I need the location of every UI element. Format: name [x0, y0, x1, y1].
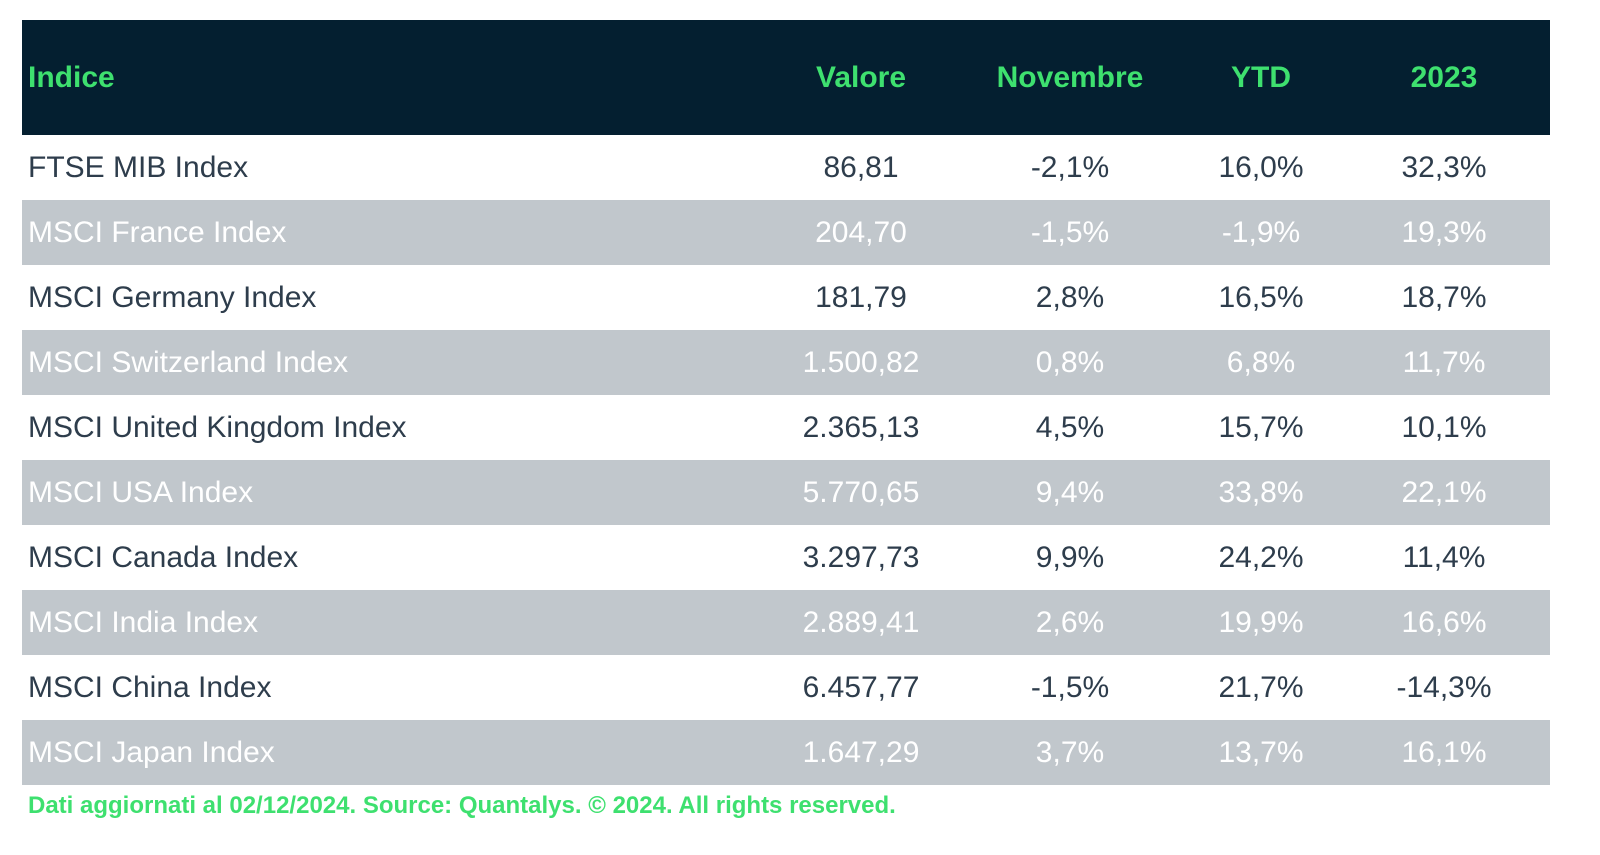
- cell-novembre: -1,5%: [1030, 215, 1110, 249]
- table-row: FTSE MIB Index 86,81 -2,1% 16,0% 32,3%: [22, 135, 1550, 200]
- header-valore: Valore: [815, 60, 907, 94]
- table-row: MSCI USA Index 5.770,65 9,4% 33,8% 22,1%: [22, 460, 1550, 525]
- header-novembre: Novembre: [996, 60, 1144, 94]
- cell-2023: 16,1%: [1401, 735, 1487, 769]
- cell-indice: MSCI Switzerland Index: [28, 345, 349, 379]
- cell-valore: 86,81: [823, 150, 899, 184]
- cell-2023: -14,3%: [1396, 670, 1492, 704]
- cell-novembre: 3,7%: [1035, 735, 1105, 769]
- table-row: MSCI Germany Index 181,79 2,8% 16,5% 18,7%: [22, 265, 1550, 330]
- cell-ytd: -1,9%: [1221, 215, 1301, 249]
- table-header-row: Indice Valore Novembre YTD 2023: [22, 20, 1550, 135]
- table-row: MSCI China Index 6.457,77 -1,5% 21,7% -14,3%: [22, 655, 1550, 720]
- table-row: MSCI United Kingdom Index 2.365,13 4,5% 15,…: [22, 395, 1550, 460]
- cell-ytd: 19,9%: [1218, 605, 1304, 639]
- footnote: Dati aggiornati al 02/12/2024. Source: Q…: [28, 792, 896, 819]
- cell-2023: 22,1%: [1401, 475, 1487, 509]
- table-row: MSCI India Index 2.889,41 2,6% 19,9% 16,6%: [22, 590, 1550, 655]
- cell-2023: 32,3%: [1401, 150, 1487, 184]
- cell-valore: 5.770,65: [802, 475, 920, 509]
- cell-valore: 2.889,41: [802, 605, 920, 639]
- cell-valore: 181,79: [815, 280, 907, 314]
- cell-valore: 204,70: [815, 215, 907, 249]
- cell-novembre: 0,8%: [1035, 345, 1105, 379]
- index-performance-table: Indice Valore Novembre YTD 2023 FTSE MIB…: [22, 20, 1550, 785]
- cell-2023: 11,4%: [1402, 540, 1486, 574]
- cell-novembre: 9,4%: [1035, 475, 1105, 509]
- cell-indice: MSCI China Index: [28, 670, 272, 704]
- cell-ytd: 13,7%: [1218, 735, 1304, 769]
- cell-indice: MSCI Germany Index: [28, 280, 317, 314]
- cell-2023: 18,7%: [1401, 280, 1487, 314]
- cell-novembre: 2,6%: [1035, 605, 1105, 639]
- header-2023: 2023: [1410, 60, 1478, 94]
- cell-ytd: 33,8%: [1218, 475, 1304, 509]
- cell-valore: 3.297,73: [802, 540, 920, 574]
- cell-2023: 11,7%: [1402, 345, 1486, 379]
- table-row: MSCI Switzerland Index 1.500,82 0,8% 6,8% 11…: [22, 330, 1550, 395]
- cell-ytd: 24,2%: [1218, 540, 1304, 574]
- cell-ytd: 21,7%: [1218, 670, 1304, 704]
- cell-valore: 1.647,29: [802, 735, 920, 769]
- cell-valore: 2.365,13: [802, 410, 920, 444]
- table-body: FTSE MIB Index 86,81 -2,1% 16,0% 32,3% MSCI F…: [22, 135, 1550, 785]
- cell-indice: MSCI United Kingdom Index: [28, 410, 407, 444]
- table-row: MSCI Japan Index 1.647,29 3,7% 13,7% 16,1%: [22, 720, 1550, 785]
- cell-2023: 19,3%: [1401, 215, 1487, 249]
- cell-indice: MSCI India Index: [28, 605, 259, 639]
- cell-indice: MSCI USA Index: [28, 475, 254, 509]
- table-row: MSCI Canada Index 3.297,73 9,9% 24,2% 11,4%: [22, 525, 1550, 590]
- cell-ytd: 16,0%: [1218, 150, 1304, 184]
- cell-2023: 16,6%: [1401, 605, 1487, 639]
- table-row: MSCI France Index 204,70 -1,5% -1,9% 19,3%: [22, 200, 1550, 265]
- cell-novembre: -1,5%: [1030, 670, 1110, 704]
- cell-2023: 10,1%: [1401, 410, 1487, 444]
- header-ytd: YTD: [1231, 60, 1291, 94]
- cell-indice: MSCI Japan Index: [28, 735, 275, 769]
- cell-ytd: 16,5%: [1218, 280, 1304, 314]
- cell-indice: MSCI France Index: [28, 215, 287, 249]
- header-indice: Indice: [28, 60, 115, 94]
- cell-indice: MSCI Canada Index: [28, 540, 299, 574]
- cell-indice: FTSE MIB Index: [28, 150, 249, 184]
- cell-valore: 1.500,82: [802, 345, 920, 379]
- cell-novembre: -2,1%: [1030, 150, 1110, 184]
- cell-novembre: 9,9%: [1035, 540, 1105, 574]
- cell-ytd: 6,8%: [1226, 345, 1296, 379]
- cell-valore: 6.457,77: [802, 670, 920, 704]
- cell-novembre: 4,5%: [1035, 410, 1105, 444]
- cell-ytd: 15,7%: [1218, 410, 1304, 444]
- cell-novembre: 2,8%: [1035, 280, 1105, 314]
